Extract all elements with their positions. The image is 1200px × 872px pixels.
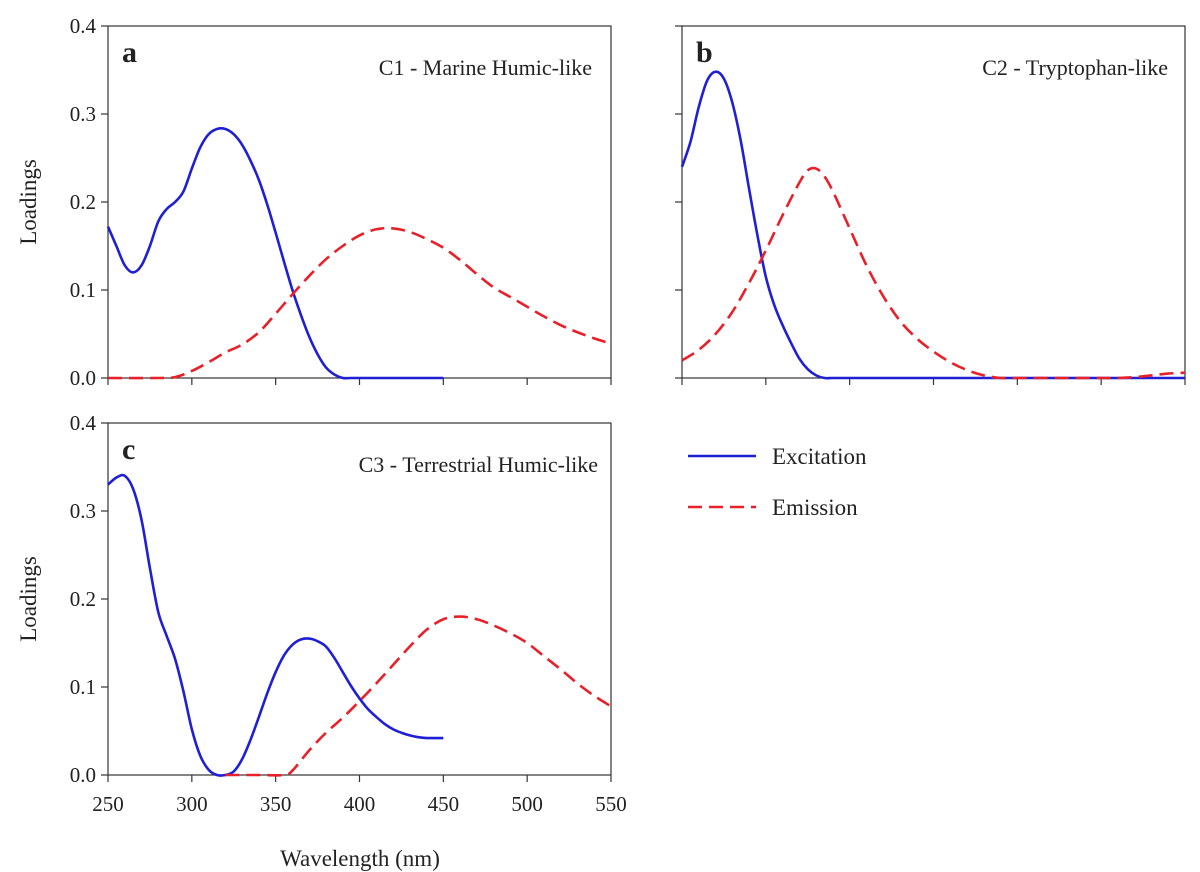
panel-a-ticks: 0.0 0.1 0.2 0.3 0.4: [70, 14, 612, 390]
legend-emission-label: Emission: [772, 495, 858, 520]
series-emission-line: [681, 166, 1186, 380]
y-tick-label: 0.2: [70, 587, 96, 611]
x-tick-label: 500: [511, 792, 543, 816]
y-tick-label: 0.3: [70, 499, 96, 523]
panel-c-lines: [107, 473, 612, 777]
panel-a-lines: [106, 127, 612, 380]
panel-a-ylabel: Loadings: [16, 159, 41, 245]
series-excitation-line: [680, 70, 1185, 380]
panel-a-letter: a: [122, 36, 137, 69]
y-tick-label: 0.0: [70, 366, 96, 390]
y-tick-label: 0.2: [70, 190, 96, 214]
panel-b-title: C2 - Tryptophan-like: [982, 55, 1168, 80]
y-tick-label: 0.1: [70, 675, 96, 699]
series-emission-line: [107, 226, 612, 380]
series-excitation-line: [106, 127, 444, 380]
legend: Excitation Emission: [688, 444, 867, 520]
panel-b-plot: b C2 - Tryptophan-like: [675, 25, 1186, 385]
x-tick-label: 450: [428, 792, 460, 816]
panel-c-ylabel: Loadings: [16, 556, 41, 642]
panel-b-letter: b: [696, 36, 713, 69]
panel-c-letter: c: [122, 433, 135, 466]
y-tick-label: 0.4: [70, 14, 97, 38]
y-tick-label: 0.0: [70, 763, 96, 787]
x-tick-label: 250: [92, 792, 124, 816]
panel-c-plot: 0.0 0.1 0.2 0.3 0.4 250 300 350 400 450 500 550 c C…: [16, 411, 627, 871]
x-tick-label: 300: [176, 792, 208, 816]
y-tick-label: 0.3: [70, 102, 96, 126]
y-tick-label: 0.1: [70, 278, 96, 302]
panel-c-ticks: 0.0 0.1 0.2 0.3 0.4 250 300 350 400 450 500 550: [70, 411, 627, 816]
legend-excitation-label: Excitation: [772, 444, 867, 469]
panel-a-title: C1 - Marine Humic-like: [379, 55, 592, 80]
panel-a-plot: 0.0 0.1 0.2 0.3 0.4 a C1 - Marine Humic-like…: [16, 14, 612, 390]
panel-c-title: C3 - Terrestrial Humic-like: [359, 452, 598, 477]
series-emission-line: [225, 615, 612, 777]
series-excitation-line: [107, 473, 444, 777]
x-tick-label: 550: [595, 792, 627, 816]
x-tick-label: 400: [344, 792, 376, 816]
panel-b-lines: [680, 70, 1186, 380]
x-tick-label: 350: [260, 792, 292, 816]
y-tick-label: 0.4: [70, 411, 97, 435]
panel-c-xlabel: Wavelength (nm): [280, 846, 440, 871]
